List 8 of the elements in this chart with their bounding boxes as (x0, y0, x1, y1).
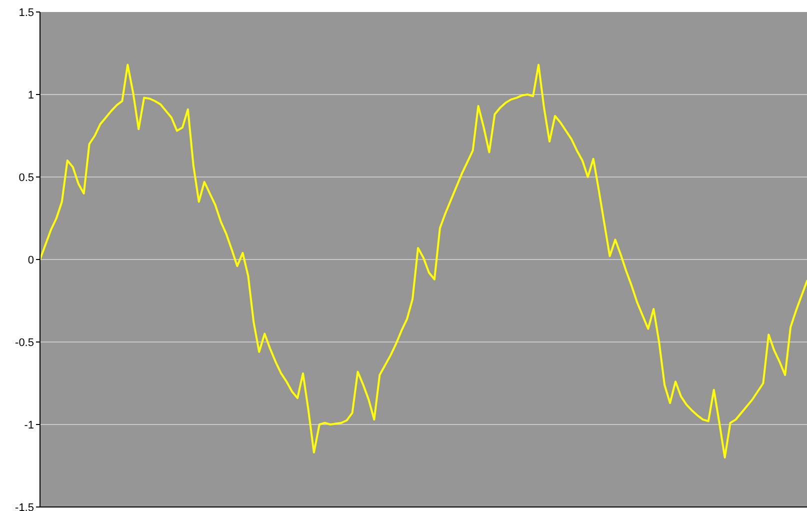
y-tick-label: -0.5 (15, 336, 34, 349)
line-series (39, 64, 807, 458)
y-tick-label: 0 (28, 254, 34, 266)
y-tick-label: 0.5 (18, 172, 34, 184)
y-tick-label: 1.5 (18, 6, 34, 19)
y-tick-label: -1.5 (15, 502, 34, 511)
y-tick-label: 1 (28, 89, 34, 102)
y-tick-label: -1 (24, 419, 34, 432)
